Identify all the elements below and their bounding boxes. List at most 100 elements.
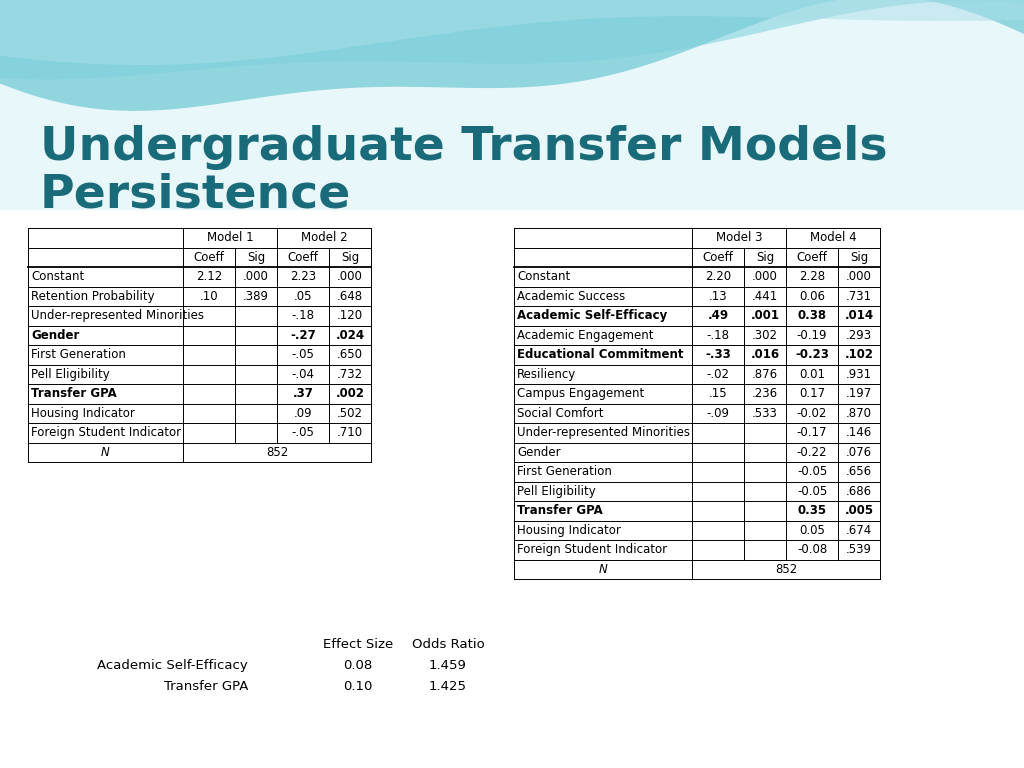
Text: Constant: Constant	[517, 270, 570, 283]
Text: -.09: -.09	[707, 407, 729, 420]
Text: -0.23: -0.23	[795, 348, 829, 361]
Text: 0.35: 0.35	[798, 505, 826, 518]
Text: Model 4: Model 4	[810, 231, 856, 244]
Text: Gender: Gender	[517, 445, 560, 458]
Text: .648: .648	[337, 290, 364, 303]
Text: Coeff: Coeff	[194, 250, 224, 263]
Text: N: N	[599, 563, 607, 576]
Text: 852: 852	[266, 445, 288, 458]
Text: .870: .870	[846, 407, 872, 420]
Text: -0.08: -0.08	[797, 543, 827, 556]
Text: -.05: -.05	[292, 426, 314, 439]
Text: .076: .076	[846, 445, 872, 458]
Text: .674: .674	[846, 524, 872, 537]
Text: Foreign Student Indicator: Foreign Student Indicator	[517, 543, 667, 556]
Text: Under-represented Minorities: Under-represented Minorities	[31, 310, 204, 323]
Text: 0.06: 0.06	[799, 290, 825, 303]
Text: Resiliency: Resiliency	[517, 368, 577, 381]
Text: .016: .016	[751, 348, 779, 361]
Text: Transfer GPA: Transfer GPA	[164, 680, 248, 693]
Text: .000: .000	[243, 270, 269, 283]
Polygon shape	[0, 0, 1024, 65]
Text: .389: .389	[243, 290, 269, 303]
Text: Sig: Sig	[247, 250, 265, 263]
Text: .49: .49	[708, 310, 728, 323]
Text: .002: .002	[336, 387, 365, 400]
Text: .293: .293	[846, 329, 872, 342]
Polygon shape	[0, 0, 1024, 79]
Text: -.18: -.18	[292, 310, 314, 323]
Text: Retention Probability: Retention Probability	[31, 290, 155, 303]
Text: -0.02: -0.02	[797, 407, 827, 420]
Text: .302: .302	[752, 329, 778, 342]
Text: -.04: -.04	[292, 368, 314, 381]
Text: .236: .236	[752, 387, 778, 400]
Text: Model 2: Model 2	[301, 231, 347, 244]
Text: 852: 852	[775, 563, 797, 576]
Text: 1.425: 1.425	[429, 680, 467, 693]
Text: Academic Success: Academic Success	[517, 290, 626, 303]
Text: 0.01: 0.01	[799, 368, 825, 381]
Text: .650: .650	[337, 348, 362, 361]
Text: Social Comfort: Social Comfort	[517, 407, 603, 420]
Text: Model 1: Model 1	[207, 231, 253, 244]
Text: .10: .10	[200, 290, 218, 303]
Polygon shape	[0, 0, 1024, 111]
Polygon shape	[0, 0, 1024, 210]
Text: 1.459: 1.459	[429, 659, 467, 672]
Text: .37: .37	[293, 387, 313, 400]
Text: .686: .686	[846, 485, 872, 498]
Text: Effect Size: Effect Size	[323, 638, 393, 651]
Text: Foreign Student Indicator: Foreign Student Indicator	[31, 426, 181, 439]
Text: -0.05: -0.05	[797, 485, 827, 498]
Text: .732: .732	[337, 368, 364, 381]
Text: .120: .120	[337, 310, 364, 323]
Text: Campus Engagement: Campus Engagement	[517, 387, 644, 400]
Text: .005: .005	[845, 505, 873, 518]
Text: -0.22: -0.22	[797, 445, 827, 458]
Text: .441: .441	[752, 290, 778, 303]
Text: Coeff: Coeff	[702, 250, 733, 263]
Text: 2.28: 2.28	[799, 270, 825, 283]
Text: .09: .09	[294, 407, 312, 420]
Text: 2.20: 2.20	[705, 270, 731, 283]
Text: -0.05: -0.05	[797, 465, 827, 478]
Text: Undergraduate Transfer Models: Undergraduate Transfer Models	[40, 125, 888, 170]
Text: .014: .014	[845, 310, 873, 323]
Text: Constant: Constant	[31, 270, 84, 283]
Text: Pell Eligibility: Pell Eligibility	[517, 485, 596, 498]
Text: -.33: -.33	[706, 348, 731, 361]
Text: Educational Commitment: Educational Commitment	[517, 348, 683, 361]
Text: 0.08: 0.08	[343, 659, 373, 672]
Text: .710: .710	[337, 426, 364, 439]
Text: Housing Indicator: Housing Indicator	[517, 524, 621, 537]
Text: .13: .13	[709, 290, 727, 303]
Text: Housing Indicator: Housing Indicator	[31, 407, 135, 420]
Text: .533: .533	[752, 407, 778, 420]
Text: .024: .024	[336, 329, 365, 342]
Text: Academic Self-Efficacy: Academic Self-Efficacy	[517, 310, 668, 323]
Text: .876: .876	[752, 368, 778, 381]
Text: Transfer GPA: Transfer GPA	[31, 387, 117, 400]
Text: -.05: -.05	[292, 348, 314, 361]
Text: Coeff: Coeff	[288, 250, 318, 263]
Text: -0.19: -0.19	[797, 329, 827, 342]
Text: Sig: Sig	[341, 250, 359, 263]
Text: .539: .539	[846, 543, 872, 556]
Text: -.27: -.27	[290, 329, 315, 342]
Text: .656: .656	[846, 465, 872, 478]
Text: .001: .001	[751, 310, 779, 323]
Text: .502: .502	[337, 407, 362, 420]
Text: Academic Self-Efficacy: Academic Self-Efficacy	[97, 659, 248, 672]
Text: 0.38: 0.38	[798, 310, 826, 323]
Text: First Generation: First Generation	[31, 348, 126, 361]
Text: -.18: -.18	[707, 329, 729, 342]
Text: .000: .000	[752, 270, 778, 283]
Text: Coeff: Coeff	[797, 250, 827, 263]
Text: 2.23: 2.23	[290, 270, 316, 283]
Text: .000: .000	[846, 270, 872, 283]
Text: Persistence: Persistence	[40, 172, 351, 217]
Text: 0.17: 0.17	[799, 387, 825, 400]
Text: .197: .197	[846, 387, 872, 400]
Text: -0.17: -0.17	[797, 426, 827, 439]
